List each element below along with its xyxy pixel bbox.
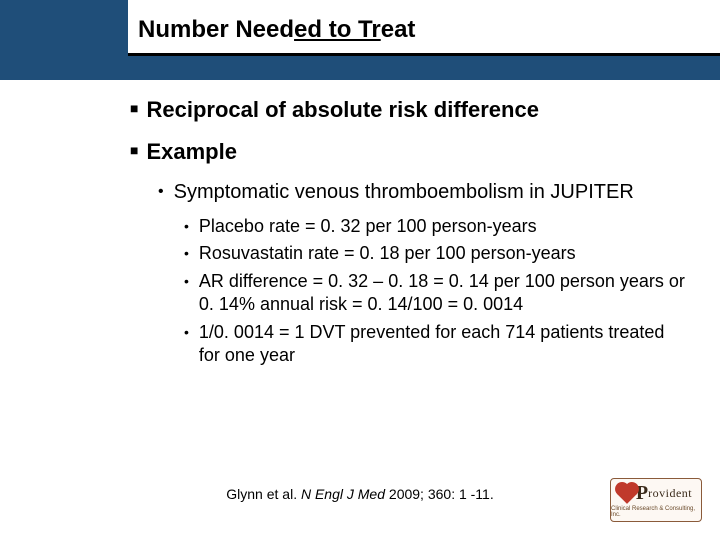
bullet-l3-0-text: Placebo rate = 0. 32 per 100 person-year… (199, 215, 537, 238)
title-seg-b: ed to Tr (294, 16, 381, 43)
citation-pre: Glynn et al. (226, 486, 301, 502)
bullet-l3-1-text: Rosuvastatin rate = 0. 18 per 100 person… (199, 242, 576, 265)
bullet-l3-3: • 1/0. 0014 = 1 DVT prevented for each 7… (184, 321, 690, 368)
bullet-l2-0-text: Symptomatic venous thromboembolism in JU… (174, 179, 634, 205)
logo-name: rovident (648, 486, 692, 501)
citation-post: 2009; 360: 1 -11. (385, 486, 494, 502)
dot-bullet-icon: • (158, 183, 164, 201)
logo-subtitle: Clinical Research & Consulting, Inc. (611, 506, 701, 518)
title-seg-c: eat (381, 16, 416, 43)
bullet-l1-1: ■ Example (130, 138, 690, 166)
dot-bullet-icon: • (184, 245, 189, 261)
bullet-l3-1: • Rosuvastatin rate = 0. 18 per 100 pers… (184, 242, 690, 265)
square-bullet-icon: ■ (130, 100, 138, 116)
citation-journal: N Engl J Med (301, 486, 385, 502)
dot-bullet-icon: • (184, 273, 189, 289)
bullet-l3-2-text: AR difference = 0. 32 – 0. 18 = 0. 14 pe… (199, 270, 690, 317)
square-bullet-icon: ■ (130, 142, 138, 158)
bullet-l3-0: • Placebo rate = 0. 32 per 100 person-ye… (184, 215, 690, 238)
dot-bullet-icon: • (184, 218, 189, 234)
bullet-l1-0-text: Reciprocal of absolute risk difference (146, 96, 538, 124)
title-seg-a: Number Need (138, 16, 294, 43)
logo-row: Provident (620, 482, 692, 505)
content-area: ■ Reciprocal of absolute risk difference… (130, 96, 690, 371)
bullet-l1-0: ■ Reciprocal of absolute risk difference (130, 96, 690, 124)
bullet-l1-1-text: Example (146, 138, 237, 166)
bullet-l3-3-text: 1/0. 0014 = 1 DVT prevented for each 714… (199, 321, 690, 368)
dot-bullet-icon: • (184, 324, 189, 340)
bullet-l3-2: • AR difference = 0. 32 – 0. 18 = 0. 14 … (184, 270, 690, 317)
slide-title: Number Needed to Treat (138, 16, 415, 44)
bullet-l2-0: • Symptomatic venous thromboembolism in … (158, 179, 690, 205)
heart-icon (617, 484, 637, 504)
provident-logo: Provident Clinical Research & Consulting… (610, 478, 702, 522)
